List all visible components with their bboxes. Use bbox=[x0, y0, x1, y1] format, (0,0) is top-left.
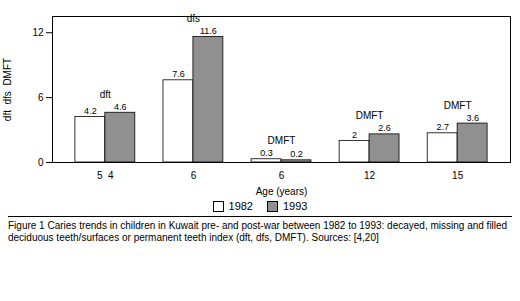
svg-text:2.7: 2.7 bbox=[436, 122, 449, 132]
svg-text:dfs: dfs bbox=[187, 13, 200, 24]
svg-text:0: 0 bbox=[38, 157, 44, 168]
svg-text:DMFT: DMFT bbox=[356, 110, 384, 121]
svg-text:2.6: 2.6 bbox=[378, 123, 391, 133]
svg-text:0.2: 0.2 bbox=[290, 149, 303, 159]
svg-text:6: 6 bbox=[279, 170, 285, 181]
svg-text:dft dfs DMFT: dft dfs DMFT bbox=[2, 58, 13, 121]
svg-text:15: 15 bbox=[452, 170, 464, 181]
svg-text:dft: dft bbox=[100, 89, 111, 100]
svg-text:6: 6 bbox=[191, 170, 197, 181]
svg-text:11.6: 11.6 bbox=[200, 26, 217, 36]
svg-text:5 4: 5 4 bbox=[97, 170, 114, 181]
svg-text:DMFT: DMFT bbox=[268, 135, 296, 146]
svg-text:Age (years): Age (years) bbox=[256, 186, 308, 197]
svg-text:12: 12 bbox=[32, 27, 44, 38]
svg-text:7.6: 7.6 bbox=[172, 69, 185, 79]
svg-text:2: 2 bbox=[352, 130, 357, 140]
svg-text:4.2: 4.2 bbox=[84, 106, 97, 116]
svg-text:6: 6 bbox=[38, 92, 44, 103]
svg-text:0.3: 0.3 bbox=[260, 148, 273, 158]
svg-text:DMFT: DMFT bbox=[444, 100, 472, 111]
html-text:1993: 1993 bbox=[283, 200, 308, 212]
html-text:1982: 1982 bbox=[228, 200, 253, 212]
html-text:Figure 1 Caries trends in chil: Figure 1 Caries trends in children in Ku… bbox=[8, 220, 510, 243]
svg-text:12: 12 bbox=[364, 170, 376, 181]
svg-text:3.6: 3.6 bbox=[466, 113, 479, 123]
svg-text:4.6: 4.6 bbox=[114, 102, 127, 112]
